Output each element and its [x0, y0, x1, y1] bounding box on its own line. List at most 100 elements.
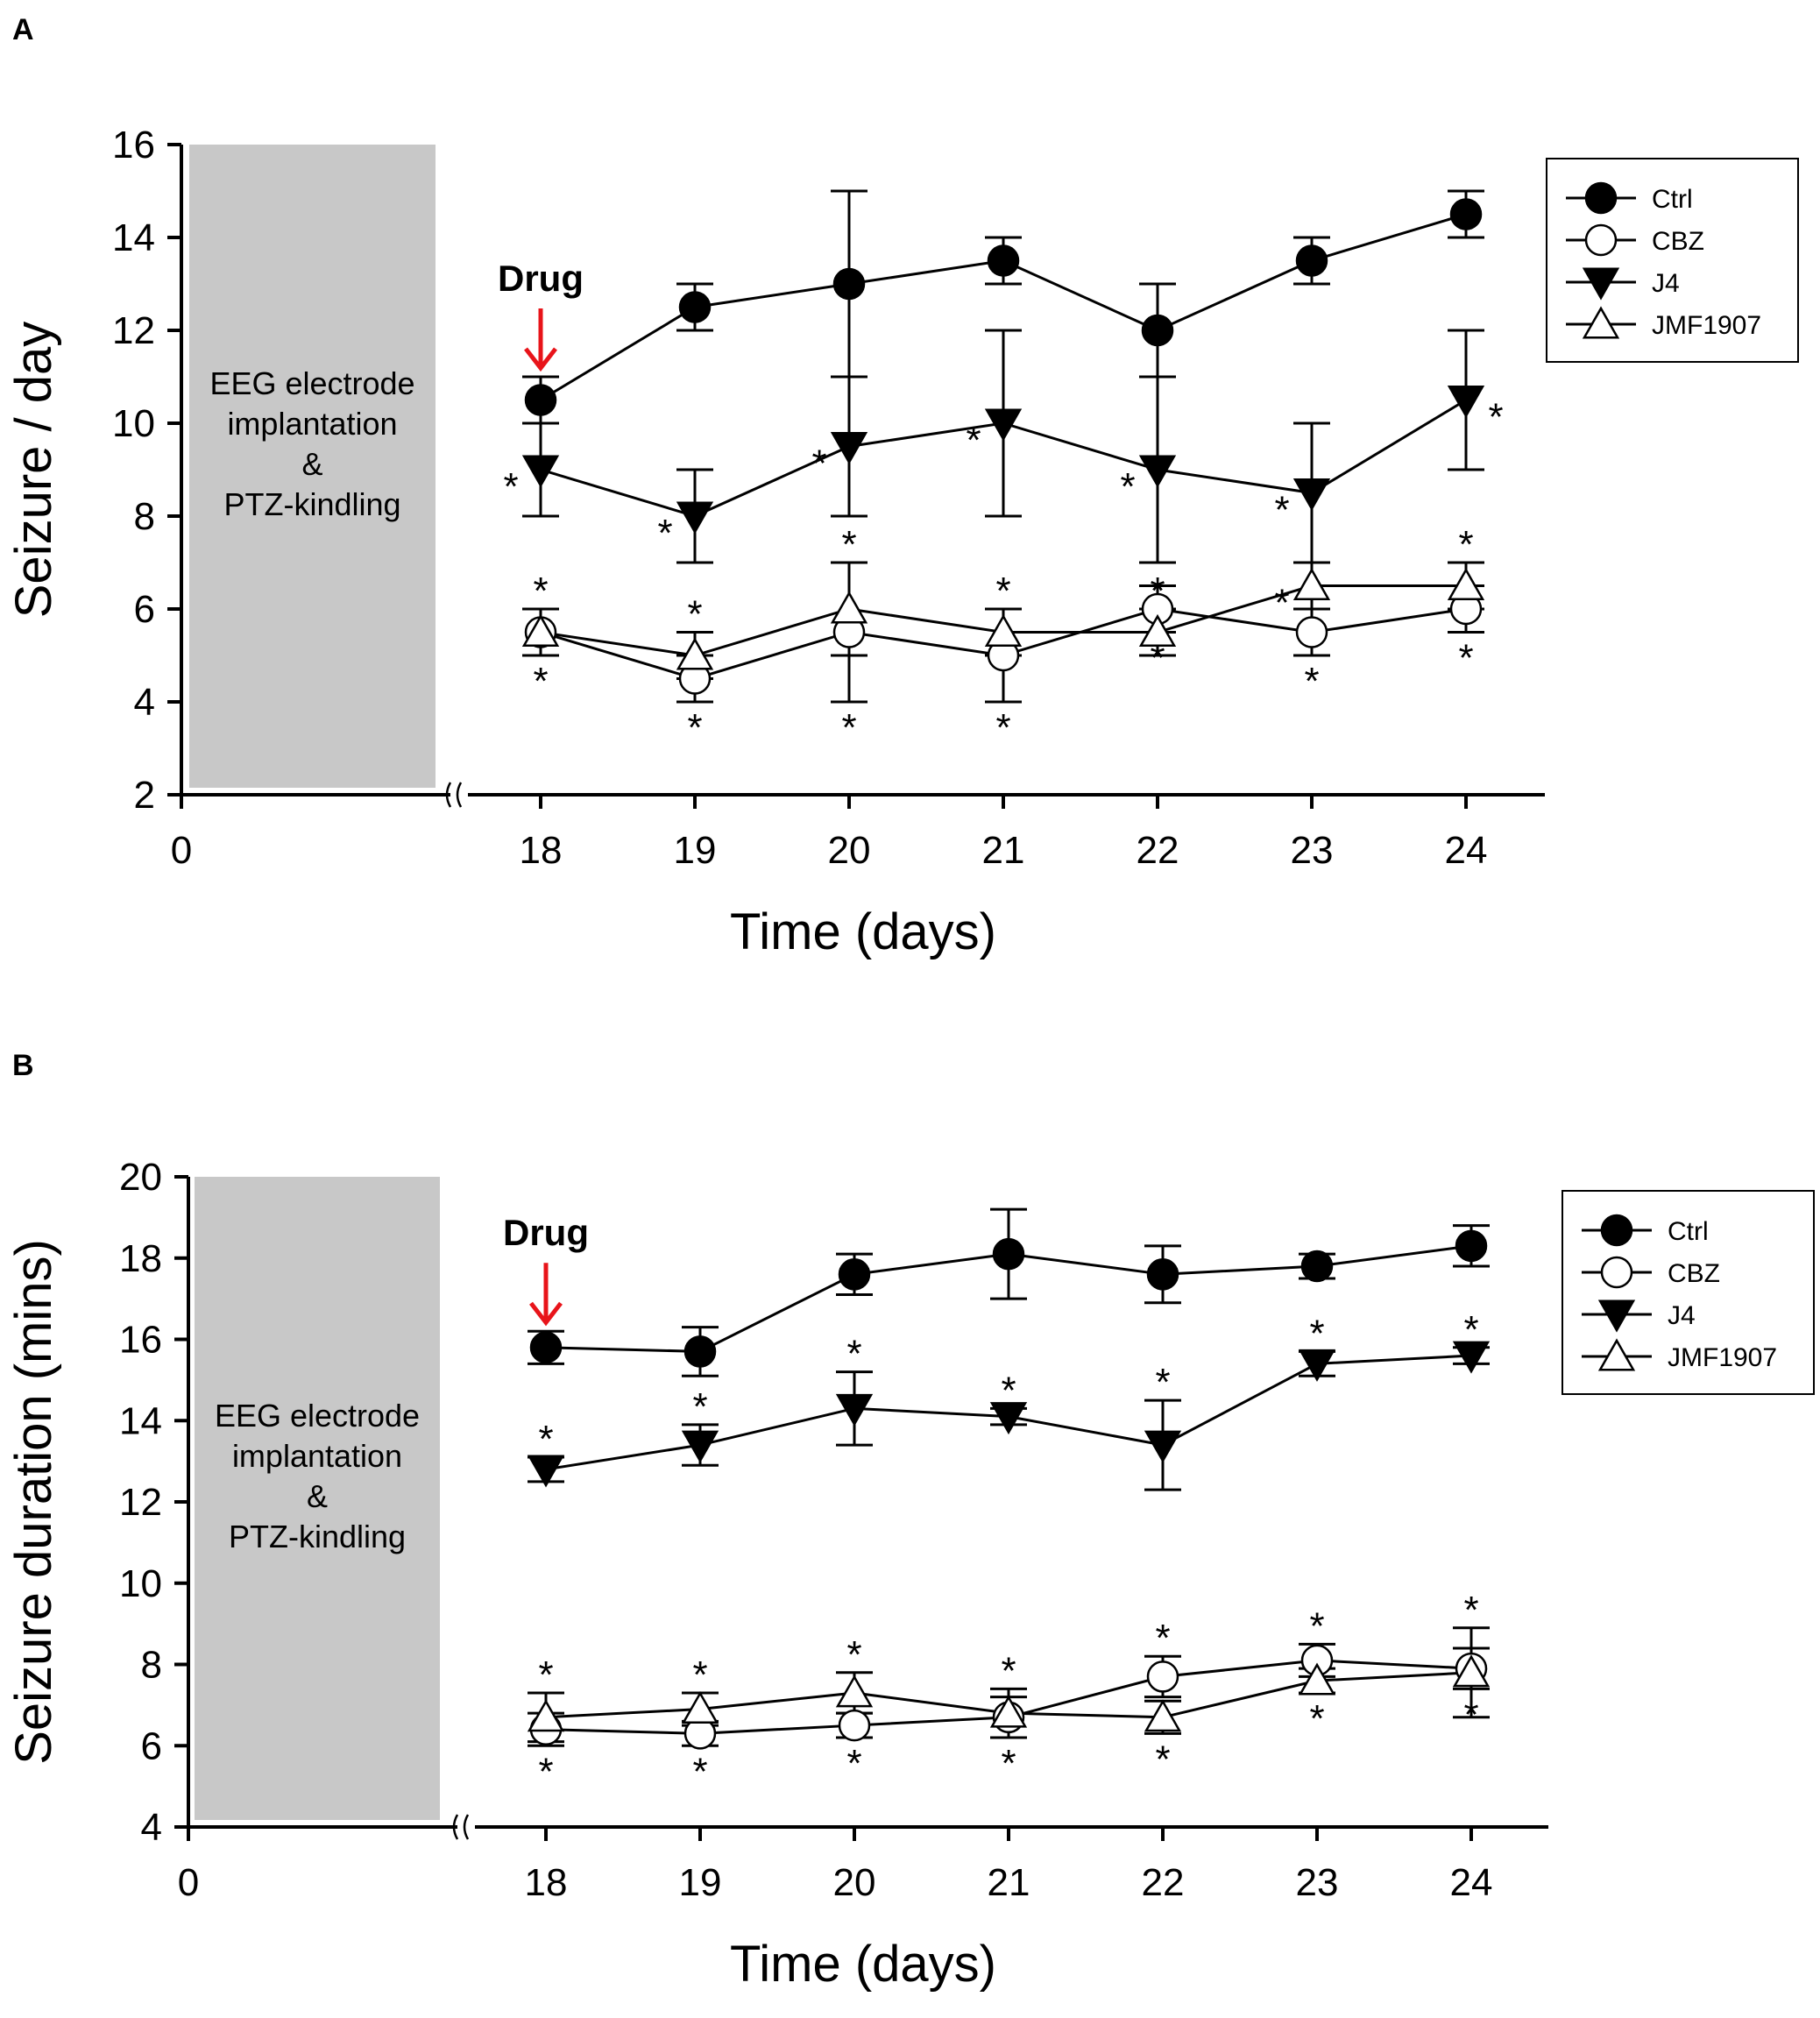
drug-arrow-head	[529, 1301, 563, 1327]
data-point	[1144, 1430, 1182, 1463]
significance-star: *	[1155, 1738, 1170, 1781]
significance-star: *	[687, 706, 702, 749]
legend-marker	[1597, 1338, 1636, 1371]
significance-star: *	[503, 465, 518, 508]
significance-star: *	[966, 419, 981, 462]
phase-label-line: EEG electrode	[209, 365, 414, 401]
data-point	[1144, 1699, 1182, 1732]
drug-label: Drug	[498, 258, 584, 299]
data-point	[529, 1331, 563, 1364]
y-tick-label: 4	[141, 1806, 162, 1849]
significance-star: *	[1463, 1693, 1478, 1736]
significance-star: *	[1463, 1308, 1478, 1351]
x-tick-label: 20	[833, 1861, 876, 1904]
series-ctrl-points	[524, 198, 1483, 416]
significance-star: *	[1458, 523, 1473, 566]
legend-marker	[1597, 1299, 1636, 1333]
legend-label: JMF1907	[1652, 311, 1761, 340]
legend-marker	[1600, 1256, 1633, 1289]
phase-box	[189, 145, 436, 788]
phase-label-line: implantation	[227, 406, 397, 442]
data-point	[992, 1237, 1025, 1271]
data-point	[683, 1335, 717, 1368]
y-axis-title: Seizure / day	[5, 322, 62, 619]
data-point	[527, 1455, 565, 1488]
axis-break-mark	[452, 1814, 470, 1840]
significance-star: *	[538, 1653, 553, 1696]
x-tick-label: 22	[1142, 1861, 1185, 1904]
y-tick-label: 14	[119, 1399, 162, 1442]
data-point	[1292, 567, 1331, 600]
phase-label-line: PTZ-kindling	[229, 1519, 406, 1554]
legend-label: CBZ	[1652, 227, 1704, 256]
y-tick-label: 8	[134, 495, 155, 538]
data-point	[1298, 1349, 1336, 1382]
data-point	[830, 591, 868, 624]
y-tick-label: 18	[119, 1237, 162, 1280]
significance-star: *	[811, 443, 826, 485]
drug-label: Drug	[503, 1212, 589, 1253]
data-point	[830, 432, 868, 465]
data-point	[984, 408, 1023, 442]
data-point	[521, 613, 560, 647]
data-point	[1141, 314, 1174, 347]
y-tick-label: 6	[134, 588, 155, 631]
significance-star: *	[1309, 1312, 1324, 1355]
significance-star: *	[538, 1750, 553, 1793]
phase-label-line: &	[307, 1478, 328, 1514]
legend-item-jmf1907: JMF1907	[1582, 1338, 1777, 1372]
x-tick-label: 23	[1296, 1861, 1339, 1904]
x-tick-label: 18	[525, 1861, 568, 1904]
significance-star: *	[1463, 1589, 1478, 1632]
data-point	[1138, 455, 1177, 488]
data-point	[987, 244, 1020, 277]
data-point	[1146, 1258, 1179, 1291]
significance-star: *	[846, 1633, 861, 1676]
data-point	[1452, 1341, 1491, 1374]
significance-star: *	[1458, 637, 1473, 680]
significance-star: *	[1001, 1742, 1016, 1785]
data-point	[835, 1393, 874, 1427]
significance-star: *	[692, 1653, 707, 1696]
panel-b: B EEG electrode implantation & PTZ-kindling 4…	[5, 1049, 1815, 1993]
significance-star: *	[657, 512, 672, 555]
legend-item-cbz: CBZ	[1566, 223, 1704, 257]
significance-star: *	[1309, 1697, 1324, 1740]
y-tick-label: 14	[112, 216, 155, 259]
legend-item-ctrl: Ctrl	[1566, 181, 1693, 215]
data-point	[676, 501, 714, 535]
y-tick-label: 10	[119, 1562, 162, 1605]
x-tick-label: 24	[1445, 829, 1488, 872]
significance-star: *	[841, 523, 856, 566]
significance-star: *	[1155, 1361, 1170, 1404]
significance-star: *	[1001, 1649, 1016, 1692]
series-j4-points: * * * * * * *	[503, 386, 1504, 555]
significance-star: *	[1150, 637, 1165, 680]
legend-marker	[1582, 267, 1620, 301]
y-tick-label: 8	[141, 1644, 162, 1687]
data-point	[681, 1690, 719, 1724]
data-point	[989, 1695, 1028, 1728]
data-point	[989, 1402, 1028, 1435]
y-axis-title: Seizure duration (mins)	[5, 1239, 62, 1765]
phase-label-line: &	[301, 446, 322, 482]
data-point	[524, 384, 557, 416]
x-tick-label: 23	[1291, 829, 1334, 872]
data-point	[984, 613, 1023, 647]
phase-label-line: PTZ-kindling	[223, 486, 400, 522]
x-axis-title: Time (days)	[730, 1936, 996, 1993]
legend-item-cbz: CBZ	[1582, 1256, 1720, 1289]
legend-label: Ctrl	[1652, 185, 1693, 214]
y-tick-label: 12	[119, 1481, 162, 1524]
significance-star: *	[1274, 489, 1289, 532]
data-point	[521, 455, 560, 488]
significance-star: *	[1120, 465, 1135, 508]
significance-star: *	[1001, 1369, 1016, 1412]
legend-item-j4: J4	[1566, 267, 1680, 301]
data-point	[1300, 1250, 1334, 1283]
phase-label-line: EEG electrode	[215, 1398, 420, 1434]
significance-star: *	[1309, 1604, 1324, 1647]
y-tick-label: 16	[119, 1319, 162, 1362]
panel-letter: B	[12, 1049, 34, 1082]
